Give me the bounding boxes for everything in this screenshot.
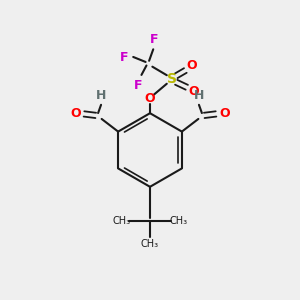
Text: CH₃: CH₃ — [141, 239, 159, 249]
Text: O: O — [188, 85, 199, 98]
Text: O: O — [219, 107, 230, 120]
Text: H: H — [194, 89, 204, 103]
Text: F: F — [150, 33, 159, 46]
Text: S: S — [167, 72, 177, 86]
Text: H: H — [96, 89, 106, 103]
Text: O: O — [70, 107, 81, 120]
Text: CH₃: CH₃ — [170, 216, 188, 226]
Text: F: F — [134, 79, 142, 92]
Text: F: F — [119, 51, 128, 64]
Text: CH₃: CH₃ — [112, 216, 130, 226]
Text: O: O — [187, 59, 197, 72]
Text: O: O — [145, 92, 155, 105]
